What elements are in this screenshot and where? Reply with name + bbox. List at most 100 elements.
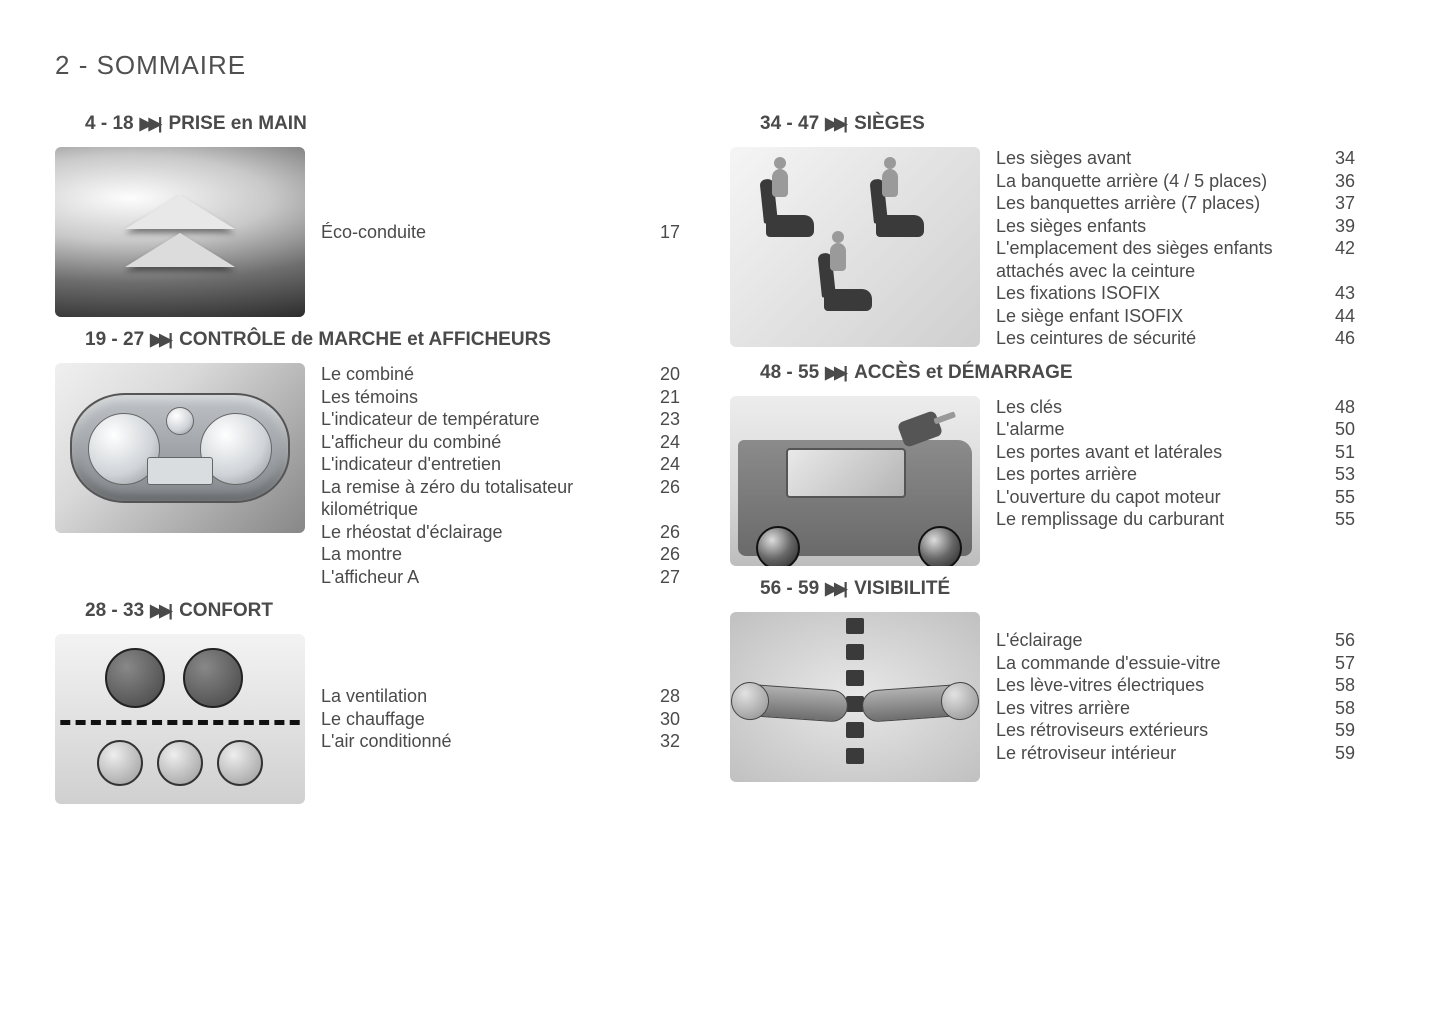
entry-label: Éco-conduite — [321, 221, 640, 244]
entry-page: 17 — [648, 221, 680, 244]
entry-page: 30 — [648, 708, 680, 731]
page-range: 34 - 47 — [760, 113, 819, 135]
entry-label: Les rétroviseurs extérieurs — [996, 719, 1315, 742]
page-header: 2 - SOMMAIRE — [55, 50, 1355, 81]
entry-page: 58 — [1323, 674, 1355, 697]
entry-label: L'emplacement des sièges enfants attaché… — [996, 237, 1315, 282]
toc-entry: Les banquettes arrière (7 places) 37 — [996, 192, 1355, 215]
toc-entry: Le rhéostat d'éclairage 26 — [321, 521, 680, 544]
section-name: ACCÈS et DÉMARRAGE — [854, 362, 1073, 384]
entry-page: 42 — [1323, 237, 1355, 282]
entry-page: 21 — [648, 386, 680, 409]
entry-page: 59 — [1323, 742, 1355, 765]
section-controle: 19 - 27 ▶▶| CONTRÔLE de MARCHE et AFFICH… — [55, 329, 680, 588]
entry-list: La ventilation28 Le chauffage30 L'air co… — [321, 634, 680, 804]
toc-entry: L'éclairage56 — [996, 629, 1355, 652]
entry-page: 59 — [1323, 719, 1355, 742]
toc-entry: Les sièges avant34 — [996, 147, 1355, 170]
entry-page: 37 — [1323, 192, 1355, 215]
fast-forward-icon: ▶▶| — [150, 330, 169, 350]
section-name: CONFORT — [179, 600, 273, 622]
entry-label: Le rhéostat d'éclairage — [321, 521, 640, 544]
section-name: SIÈGES — [854, 113, 925, 135]
thumb-brand-logo — [55, 147, 305, 317]
thumb-vehicle-access — [730, 396, 980, 566]
section-name: CONTRÔLE de MARCHE et AFFICHEURS — [179, 329, 551, 351]
entry-label: Le combiné — [321, 363, 640, 386]
entry-label: Les clés — [996, 396, 1315, 419]
columns: 4 - 18 ▶▶| PRISE en MAIN Éco-conduite 17… — [55, 113, 1355, 816]
toc-entry: La commande d'essuie-vitre57 — [996, 652, 1355, 675]
toc-entry: L'alarme50 — [996, 418, 1355, 441]
entry-label: L'indicateur de température — [321, 408, 640, 431]
entry-page: 55 — [1323, 508, 1355, 531]
toc-entry: L'ouverture du capot moteur 55 — [996, 486, 1355, 509]
entry-page: 24 — [648, 431, 680, 454]
entry-label: Le rétroviseur intérieur — [996, 742, 1315, 765]
section-title: 19 - 27 ▶▶| CONTRÔLE de MARCHE et AFFICH… — [55, 329, 680, 351]
entry-page: 55 — [1323, 486, 1355, 509]
entry-page: 20 — [648, 363, 680, 386]
section-name: VISIBILITÉ — [854, 578, 950, 600]
entry-page: 51 — [1323, 441, 1355, 464]
entry-page: 43 — [1323, 282, 1355, 305]
header-label: SOMMAIRE — [97, 50, 247, 80]
section-title: 34 - 47 ▶▶| SIÈGES — [730, 113, 1355, 135]
page-range: 4 - 18 — [85, 113, 134, 135]
toc-entry: Éco-conduite 17 — [321, 221, 680, 244]
fast-forward-icon: ▶▶| — [825, 363, 844, 383]
fast-forward-icon: ▶▶| — [140, 114, 159, 134]
entry-list: Éco-conduite 17 — [321, 147, 680, 317]
section-visibilite: 56 - 59 ▶▶| VISIBILITÉ L'éclairage56 La … — [730, 578, 1355, 782]
entry-page: 53 — [1323, 463, 1355, 486]
entry-label: Les portes avant et latérales — [996, 441, 1315, 464]
toc-entry: Le remplissage du carburant55 — [996, 508, 1355, 531]
entry-label: La ventilation — [321, 685, 640, 708]
entry-label: L'afficheur A — [321, 566, 640, 589]
section-body: La ventilation28 Le chauffage30 L'air co… — [55, 634, 680, 804]
entry-label: L'ouverture du capot moteur — [996, 486, 1315, 509]
thumb-instrument-cluster — [55, 363, 305, 533]
section-body: Le combiné20 Les témoins21 L'indicateur … — [55, 363, 680, 588]
toc-entry: Les clés48 — [996, 396, 1355, 419]
entry-label: La montre — [321, 543, 640, 566]
thumb-steering-stalks — [730, 612, 980, 782]
entry-page: 36 — [1323, 170, 1355, 193]
fast-forward-icon: ▶▶| — [150, 601, 169, 621]
entry-page: 39 — [1323, 215, 1355, 238]
page-number: 2 — [55, 50, 70, 80]
entry-page: 26 — [648, 476, 680, 521]
header-divider: - — [70, 50, 96, 80]
toc-entry: Les fixations ISOFIX43 — [996, 282, 1355, 305]
entry-list: Les clés48 L'alarme50 Les portes avant e… — [996, 396, 1355, 531]
section-acces: 48 - 55 ▶▶| ACCÈS et DÉMARRAGE Les clés4… — [730, 362, 1355, 566]
fast-forward-icon: ▶▶| — [825, 579, 844, 599]
section-name: PRISE en MAIN — [169, 113, 307, 135]
toc-entry: Le rétroviseur intérieur 59 — [996, 742, 1355, 765]
entry-label: L'alarme — [996, 418, 1315, 441]
section-title: 56 - 59 ▶▶| VISIBILITÉ — [730, 578, 1355, 600]
toc-entry: Les vitres arrière 58 — [996, 697, 1355, 720]
entry-page: 34 — [1323, 147, 1355, 170]
entry-page: 26 — [648, 521, 680, 544]
toc-entry: L'emplacement des sièges enfants attaché… — [996, 237, 1355, 282]
toc-entry: L'indicateur de température23 — [321, 408, 680, 431]
section-sieges: 34 - 47 ▶▶| SIÈGES Les sièges avant34 La… — [730, 113, 1355, 350]
section-title: 4 - 18 ▶▶| PRISE en MAIN — [55, 113, 680, 135]
entry-label: Le siège enfant ISOFIX — [996, 305, 1315, 328]
entry-label: Les banquettes arrière (7 places) — [996, 192, 1315, 215]
page-range: 28 - 33 — [85, 600, 144, 622]
entry-label: Les vitres arrière — [996, 697, 1315, 720]
section-body: Les clés48 L'alarme50 Les portes avant e… — [730, 396, 1355, 566]
section-body: Les sièges avant34 La banquette arrière … — [730, 147, 1355, 350]
section-prise-en-main: 4 - 18 ▶▶| PRISE en MAIN Éco-conduite 17 — [55, 113, 680, 317]
entry-list: Le combiné20 Les témoins21 L'indicateur … — [321, 363, 680, 588]
entry-label: L'éclairage — [996, 629, 1315, 652]
toc-entry: Le combiné 20 — [321, 363, 680, 386]
toc-entry: Les portes arrière53 — [996, 463, 1355, 486]
toc-entry: Le siège enfant ISOFIX 44 — [996, 305, 1355, 328]
entry-page: 28 — [648, 685, 680, 708]
toc-entry: Les portes avant et latérales 51 — [996, 441, 1355, 464]
entry-page: 44 — [1323, 305, 1355, 328]
entry-page: 58 — [1323, 697, 1355, 720]
